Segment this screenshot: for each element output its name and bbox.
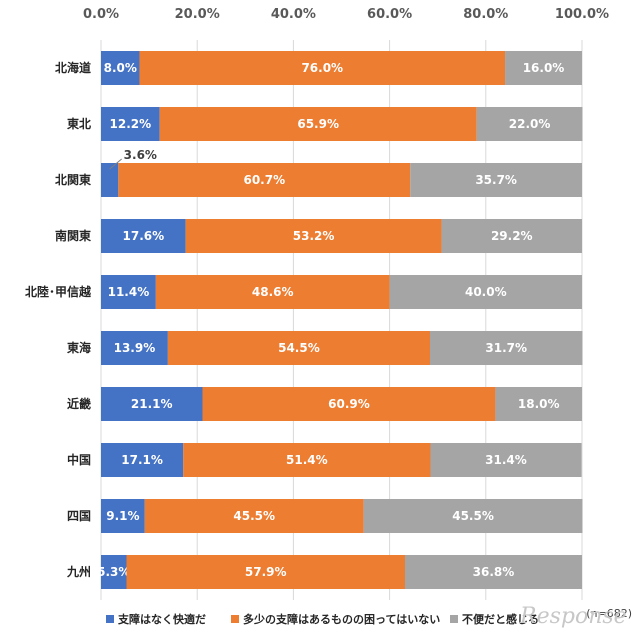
legend-swatch: [231, 615, 239, 623]
bar-segment: [118, 163, 411, 197]
data-label: 9.1%: [106, 509, 139, 523]
bar-segment: [430, 443, 582, 477]
x-tick-label: 100.0%: [555, 7, 609, 22]
data-label: 57.9%: [245, 565, 287, 579]
x-tick-label: 80.0%: [463, 7, 508, 22]
legend-entry: 不便だと感じる: [462, 612, 539, 626]
category-label: 北関東: [55, 172, 91, 187]
data-label: 60.9%: [328, 397, 370, 411]
bar-segment: [441, 219, 582, 253]
bars: 8.0% 76.0% 16.0% 12.2% 65.9% 22.0% 3.6% 60.7% 35…: [97, 51, 583, 589]
category-label: 中国: [67, 452, 91, 467]
bar-segment: [430, 331, 583, 365]
bar-segment: [101, 443, 184, 477]
data-label: 45.5%: [233, 509, 275, 523]
sample-size-note: (n=682): [586, 607, 632, 620]
bar-segment: [101, 219, 186, 253]
data-label: 48.6%: [252, 285, 294, 299]
bar-segment: [126, 555, 405, 589]
bar-segment: [101, 331, 168, 365]
bar-segment: [495, 387, 582, 421]
legend-entry: 多少の支障はあるものの困ってはいない: [243, 612, 440, 626]
legend-swatch: [106, 615, 114, 623]
bar-segment: [101, 555, 127, 589]
bar-segment: [155, 275, 390, 309]
watermark-logo: Response: [519, 604, 627, 629]
bar-segment: [101, 387, 203, 421]
data-label: 21.1%: [131, 397, 173, 411]
category-label: 四国: [67, 509, 91, 523]
legend-entry: 支障はなく快適だ: [117, 612, 206, 626]
data-label: 54.5%: [278, 341, 320, 355]
bar-segment: [363, 499, 583, 533]
data-label: 53.2%: [293, 229, 335, 243]
bar-segment: [410, 163, 582, 197]
x-tick-label: 40.0%: [271, 7, 316, 22]
x-tick-label: 60.0%: [367, 7, 412, 22]
data-label: 12.2%: [110, 117, 152, 131]
data-label: 35.7%: [475, 173, 517, 187]
bar-segment: [101, 275, 156, 309]
data-label: 40.0%: [465, 285, 507, 299]
data-label: 36.8%: [473, 565, 515, 579]
data-label: 22.0%: [509, 117, 551, 131]
bar-segment: [101, 163, 119, 197]
bar-segment: [144, 499, 364, 533]
data-label: 17.1%: [121, 453, 163, 467]
category-label: 北海道: [55, 60, 91, 75]
data-label: 45.5%: [452, 509, 494, 523]
category-label: 北陸･甲信越: [25, 284, 92, 299]
data-label: 51.4%: [286, 453, 328, 467]
x-axis-ticks: 0.0% 20.0% 40.0% 60.0% 80.0% 100.0%: [83, 7, 609, 22]
data-label: 31.7%: [485, 341, 527, 355]
data-label: 17.6%: [123, 229, 165, 243]
bar-segment: [505, 51, 582, 85]
data-label: 16.0%: [523, 61, 565, 75]
data-label: 18.0%: [518, 397, 560, 411]
category-label: 近畿: [67, 396, 91, 411]
data-label: 29.2%: [491, 229, 533, 243]
x-tick-label: 20.0%: [175, 7, 220, 22]
bar-segment: [139, 51, 506, 85]
bar-segment: [185, 219, 442, 253]
data-label: 76.0%: [301, 61, 343, 75]
bar-segment: [183, 443, 431, 477]
legend: 支障はなく快適だ 多少の支障はあるものの困ってはいない 不便だと感じる: [106, 612, 539, 626]
bar-segment: [404, 555, 582, 589]
data-label: 65.9%: [297, 117, 339, 131]
legend-swatch: [450, 615, 458, 623]
bar-segment: [476, 107, 583, 141]
category-label: 南関東: [55, 228, 91, 243]
data-label: 8.0%: [104, 61, 137, 75]
data-label: 11.4%: [108, 285, 150, 299]
data-label: 60.7%: [243, 173, 285, 187]
bar-segment: [101, 107, 160, 141]
bar-segment: [101, 499, 145, 533]
data-label: 5.3%: [97, 565, 130, 579]
data-label: 31.4%: [485, 453, 527, 467]
leader-line: [109, 158, 122, 170]
data-label: 13.9%: [114, 341, 156, 355]
data-label: 3.6%: [124, 148, 157, 162]
category-label: 東海: [67, 340, 91, 355]
bar-segment: [101, 51, 140, 85]
category-label: 九州: [66, 564, 91, 579]
x-tick-label: 0.0%: [83, 7, 119, 22]
bar-segment: [167, 331, 431, 365]
category-label: 東北: [67, 116, 91, 131]
bar-segment: [389, 275, 582, 309]
bar-segment: [202, 387, 496, 421]
bar-segment: [159, 107, 477, 141]
